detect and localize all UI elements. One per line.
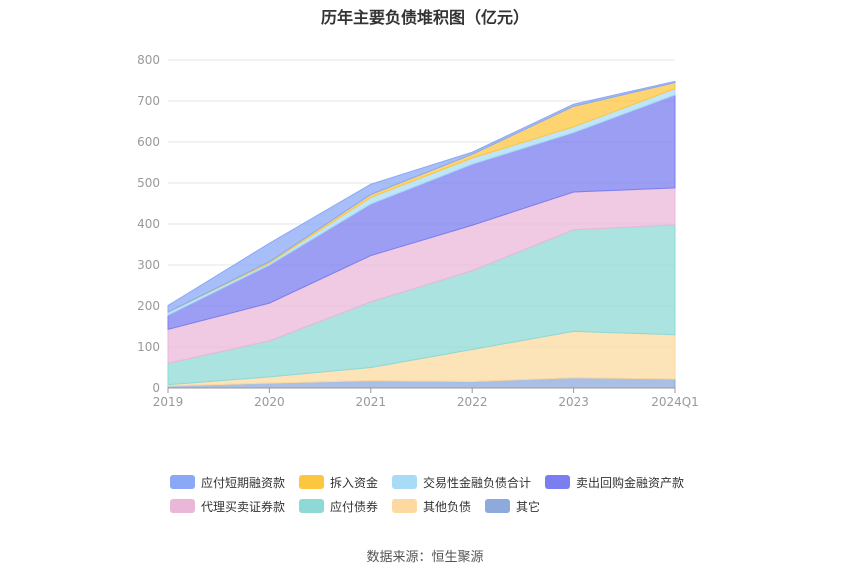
legend-swatch: [392, 499, 418, 513]
area-layer: [167, 80, 676, 389]
legend-swatch: [545, 475, 571, 489]
legend-item[interactable]: 其他负债: [392, 498, 471, 515]
legend-item[interactable]: 代理买卖证券款: [170, 498, 285, 515]
legend-label: 其它: [516, 499, 541, 514]
legend-label: 其他负债: [423, 499, 472, 514]
legend-label: 代理买卖证券款: [201, 499, 286, 514]
legend-item[interactable]: 应付短期融资款: [170, 474, 285, 491]
legend-label: 应付短期融资款: [201, 475, 286, 490]
legend-row: 应付短期融资款 拆入资金 交易性金融负债合计 卖出回购金融资产款: [170, 470, 730, 494]
y-tick-label: 400: [137, 217, 160, 231]
x-tick-label: 2019: [153, 395, 184, 409]
y-tick-label: 800: [137, 53, 160, 67]
legend-item[interactable]: 卖出回购金融资产款: [545, 474, 684, 491]
legend-swatch: [170, 499, 195, 513]
x-tick-label: 2023: [558, 395, 589, 409]
y-tick-label: 500: [137, 176, 160, 190]
y-tick-label: 0: [152, 381, 160, 395]
x-tick-label: 2022: [457, 395, 488, 409]
legend-swatch: [485, 499, 511, 513]
legend: 应付短期融资款 拆入资金 交易性金融负债合计 卖出回购金融资产款 代理买卖证券款 应付债…: [170, 470, 730, 518]
y-tick-label: 300: [137, 258, 160, 272]
y-tick-label: 700: [137, 94, 160, 108]
y-tick-label: 100: [137, 340, 160, 354]
y-tick-label: 200: [137, 299, 160, 313]
legend-label: 卖出回购金融资产款: [576, 475, 685, 490]
x-tick-label: 2020: [254, 395, 285, 409]
x-tick-label: 2024Q1: [651, 395, 699, 409]
legend-swatch: [170, 475, 195, 489]
legend-swatch: [299, 475, 325, 489]
legend-item[interactable]: 交易性金融负债合计: [392, 474, 531, 491]
legend-item[interactable]: 应付债券: [299, 498, 378, 515]
y-tick-label: 600: [137, 135, 160, 149]
legend-row: 代理买卖证券款 应付债券 其他负债 其它: [170, 494, 730, 518]
x-tick-label: 2021: [356, 395, 387, 409]
legend-item[interactable]: 其它: [485, 498, 540, 515]
axis-layer: 0 100 200 300 400 500 600 700 800 2019 2020 2021 202…: [137, 53, 699, 409]
chart-title: 历年主要负债堆积图（亿元）: [320, 8, 529, 27]
area-series-7: [167, 80, 676, 313]
data-source: 数据来源：恒生聚源: [366, 550, 484, 565]
legend-label: 应付债券: [330, 499, 379, 514]
legend-item[interactable]: 拆入资金: [299, 474, 378, 491]
legend-label: 交易性金融负债合计: [423, 475, 532, 490]
legend-label: 拆入资金: [330, 475, 379, 490]
legend-swatch: [299, 499, 325, 513]
legend-swatch: [392, 475, 418, 489]
